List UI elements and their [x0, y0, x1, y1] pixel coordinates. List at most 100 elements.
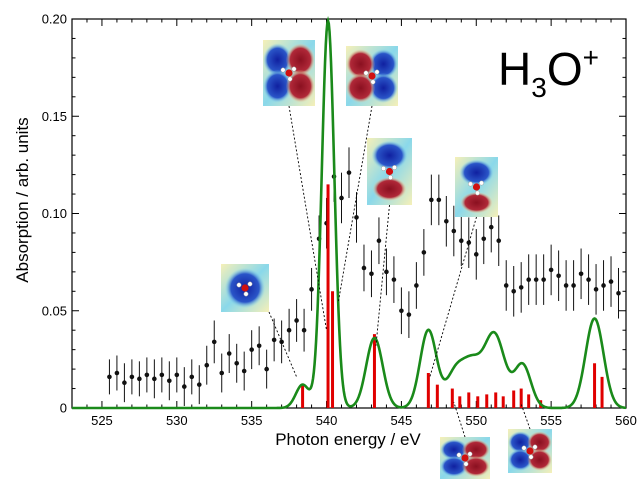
- data-point-marker: [593, 287, 599, 292]
- data-point: [616, 267, 621, 319]
- data-point-marker: [548, 267, 554, 273]
- data-point-marker: [189, 374, 195, 380]
- data-point: [204, 345, 210, 385]
- data-point: [444, 195, 449, 247]
- y-axis-title: Absorption / arb. units: [13, 117, 32, 282]
- inset-leader-lines: [268, 105, 531, 438]
- oxygen-atom: [241, 284, 249, 292]
- orbital-lobe-red: [285, 69, 315, 103]
- hydrogen-atom: [392, 165, 397, 170]
- orbital-lobe-blue: [440, 455, 468, 477]
- y-tick-label: 0.20: [42, 12, 67, 27]
- data-point-marker: [616, 290, 621, 296]
- data-point-marker: [234, 360, 240, 366]
- leader-line: [429, 216, 477, 378]
- data-point-marker: [466, 240, 472, 245]
- x-tick-label: 535: [241, 413, 263, 428]
- data-point: [107, 359, 112, 395]
- data-point-marker: [211, 339, 217, 345]
- data-point-marker: [421, 250, 427, 255]
- hydrogen-atom: [363, 70, 369, 76]
- orbital-lobe-red: [372, 176, 407, 201]
- data-point-marker: [473, 252, 479, 257]
- data-point: [346, 147, 352, 198]
- hydrogen-atom: [247, 281, 253, 287]
- data-point: [159, 357, 165, 393]
- data-point-marker: [361, 265, 367, 271]
- data-point: [496, 215, 502, 267]
- hydrogen-atom: [370, 79, 376, 85]
- orbital-lobe-red: [462, 455, 490, 477]
- molecule-formula: H3O+: [498, 42, 599, 103]
- leader-line: [520, 403, 531, 430]
- data-point-marker: [578, 271, 584, 277]
- data-point: [219, 353, 225, 393]
- hydrogen-atom: [463, 461, 469, 467]
- data-point-marker: [608, 279, 614, 284]
- data-point-marker: [137, 376, 142, 382]
- data-point: [181, 367, 187, 407]
- data-point: [406, 291, 412, 338]
- data-point-marker: [571, 283, 576, 288]
- data-point-marker: [339, 195, 344, 201]
- orbital-inset: [263, 40, 315, 106]
- hydrogen-atom: [291, 66, 297, 72]
- orbital-lobe-red: [460, 191, 493, 214]
- data-point-marker: [601, 283, 606, 288]
- orbital-inset: [346, 46, 398, 106]
- data-point-marker: [503, 283, 509, 288]
- orbital-lobe-blue: [508, 431, 533, 454]
- data-point-marker: [249, 347, 254, 352]
- orbital-insets: [221, 40, 552, 479]
- data-point: [578, 248, 584, 300]
- x-tick-label: 550: [465, 413, 487, 428]
- data-point: [152, 359, 157, 399]
- hydrogen-atom: [388, 175, 393, 180]
- data-point-marker: [391, 277, 397, 282]
- data-point-marker: [167, 378, 172, 384]
- data-point-marker: [226, 351, 232, 356]
- theory-curve-group: [72, 16, 627, 410]
- data-point-marker: [129, 374, 135, 380]
- oxygen-atom: [385, 167, 394, 176]
- data-point: [226, 334, 232, 373]
- leader-line: [268, 311, 298, 378]
- hydrogen-atom: [287, 76, 293, 82]
- hydrogen-atom: [468, 181, 473, 187]
- data-point: [249, 330, 254, 370]
- data-point-marker: [122, 380, 127, 386]
- data-point: [144, 357, 150, 393]
- theory-sticks: [301, 184, 604, 408]
- x-tick-label: 555: [540, 413, 562, 428]
- data-point-marker: [152, 376, 157, 382]
- data-point: [391, 256, 397, 303]
- data-point-marker: [511, 289, 517, 294]
- hydrogen-atom: [521, 445, 527, 451]
- data-point-marker: [286, 327, 292, 333]
- data-point: [548, 244, 554, 296]
- data-point-marker: [384, 269, 389, 275]
- leader-line: [288, 105, 327, 331]
- data-point-marker: [301, 327, 307, 333]
- data-point-marker: [204, 362, 210, 368]
- data-point-marker: [114, 370, 120, 376]
- hydrogen-atom: [532, 444, 538, 450]
- x-tick-label: 525: [91, 413, 113, 428]
- orbital-lobe-red: [527, 448, 552, 471]
- orbital-lobe-blue: [459, 159, 494, 186]
- data-point: [414, 262, 419, 309]
- data-point-marker: [436, 197, 442, 203]
- theory-curve: [72, 16, 627, 410]
- data-point-marker: [541, 277, 546, 282]
- data-point: [601, 260, 606, 311]
- data-point-marker: [429, 197, 434, 203]
- y-tick-label: 0.05: [42, 303, 67, 318]
- data-point-marker: [196, 382, 202, 387]
- oxygen-atom: [526, 447, 534, 455]
- x-tick-label: 560: [615, 413, 637, 428]
- data-point-marker: [414, 283, 419, 288]
- data-point: [503, 260, 509, 311]
- hydrogen-atom: [467, 451, 473, 457]
- data-point: [563, 260, 569, 311]
- data-point-marker: [533, 277, 539, 282]
